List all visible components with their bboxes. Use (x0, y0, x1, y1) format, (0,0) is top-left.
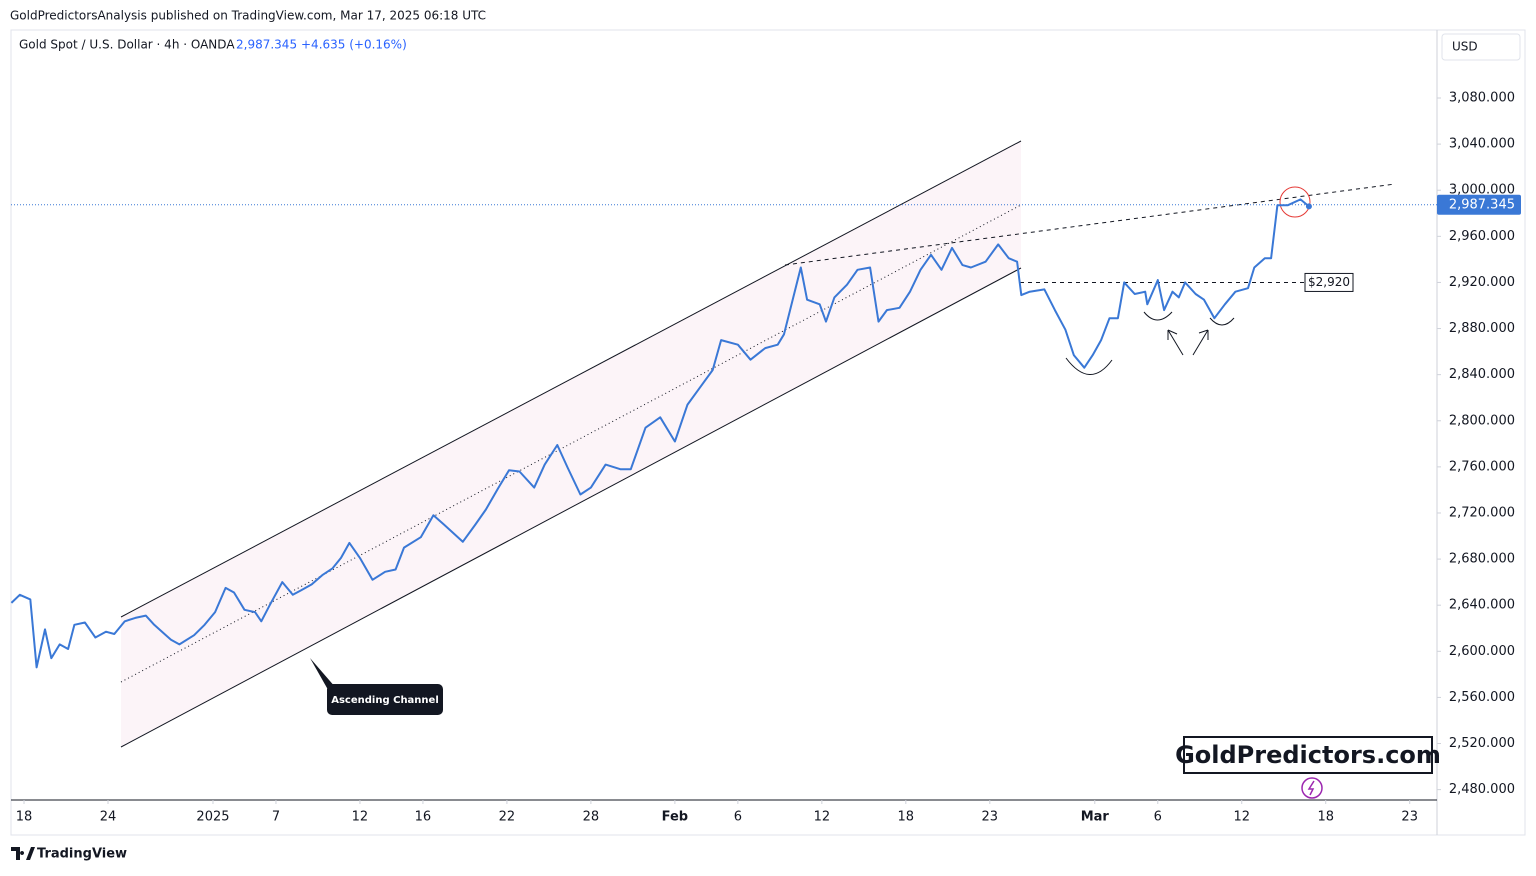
y-tick-label: 2,920.000 (1449, 275, 1515, 290)
x-tick-label: 6 (1154, 810, 1162, 825)
x-tick-label: 16 (415, 810, 432, 825)
chart-frame (10, 29, 1526, 836)
x-tick-label: 24 (100, 810, 117, 825)
arrows (1167, 329, 1209, 356)
x-tick-label: 23 (982, 810, 999, 825)
event-bolt (1307, 780, 1315, 796)
header-price: 2,987.345 (236, 38, 297, 52)
x-tick-label: 12 (352, 810, 369, 825)
header-change: +4.635 (+0.16%) (301, 38, 407, 52)
last-price-label: 2,987.345 (1449, 197, 1515, 212)
y-tick-label: 2,680.000 (1449, 552, 1515, 567)
channel-lower (120, 267, 1022, 748)
channel-mid (120, 204, 1022, 683)
x-tick-label: 12 (814, 810, 831, 825)
x-tick-label: Mar (1081, 810, 1110, 825)
y-tick-label: 2,960.000 (1449, 229, 1515, 244)
footer-brand: TradingView (37, 847, 127, 862)
pattern-arcs (1065, 311, 1235, 375)
y-tick-label: 3,040.000 (1449, 137, 1515, 152)
symbol: Gold Spot / U.S. Dollar · 4h · OANDA (19, 38, 235, 52)
y-tick-label: 3,000.000 (1449, 183, 1515, 198)
y-tick-label: 2,520.000 (1449, 736, 1515, 751)
brand-watermark: GoldPredictors.com (1175, 741, 1441, 769)
last-point (1305, 203, 1312, 210)
x-tick-label: 2025 (196, 810, 229, 825)
last-price-box (1437, 194, 1521, 215)
x-tick-label: 18 (898, 810, 915, 825)
event-icon[interactable] (1301, 777, 1323, 799)
currency: USD (1452, 40, 1478, 54)
x-tick-label: Feb (662, 810, 688, 825)
y-tick-label: 2,880.000 (1449, 321, 1515, 336)
level-label-box (1304, 272, 1354, 292)
y-tick-label: 2,760.000 (1449, 459, 1515, 474)
x-tick-label: 18 (1317, 810, 1334, 825)
x-tick-label: 7 (272, 810, 280, 825)
x-tick-label: 18 (16, 810, 33, 825)
price-line (10, 198, 1310, 669)
callout-text: Ascending Channel (331, 695, 439, 706)
currency-box[interactable] (1441, 33, 1521, 61)
brand-box (1183, 736, 1433, 774)
y-tick-label: 2,600.000 (1449, 644, 1515, 659)
x-tick-label: 28 (583, 810, 600, 825)
y-tick-label: 2,560.000 (1449, 690, 1515, 705)
trendline (784, 183, 1396, 266)
y-tick-label: 2,640.000 (1449, 598, 1515, 613)
x-tick-label: 22 (499, 810, 516, 825)
level-label: $2,920 (1308, 275, 1350, 289)
channel-fill (121, 141, 1021, 747)
callout-box (327, 684, 443, 715)
channel-upper (120, 140, 1022, 618)
y-tick-label: 3,080.000 (1449, 91, 1515, 106)
highlight-circle (1279, 186, 1311, 218)
publisher: GoldPredictorsAnalysis published on Trad… (10, 9, 486, 23)
x-tick-label: 23 (1401, 810, 1418, 825)
tv-logo (11, 847, 35, 860)
y-tick-label: 2,800.000 (1449, 413, 1515, 428)
callout-pointer (310, 658, 336, 688)
y-tick-label: 2,480.000 (1449, 782, 1515, 797)
x-tick-label: 6 (734, 810, 742, 825)
y-tick-label: 2,840.000 (1449, 367, 1515, 382)
y-tick-label: 2,720.000 (1449, 505, 1515, 520)
x-tick-label: 12 (1233, 810, 1250, 825)
